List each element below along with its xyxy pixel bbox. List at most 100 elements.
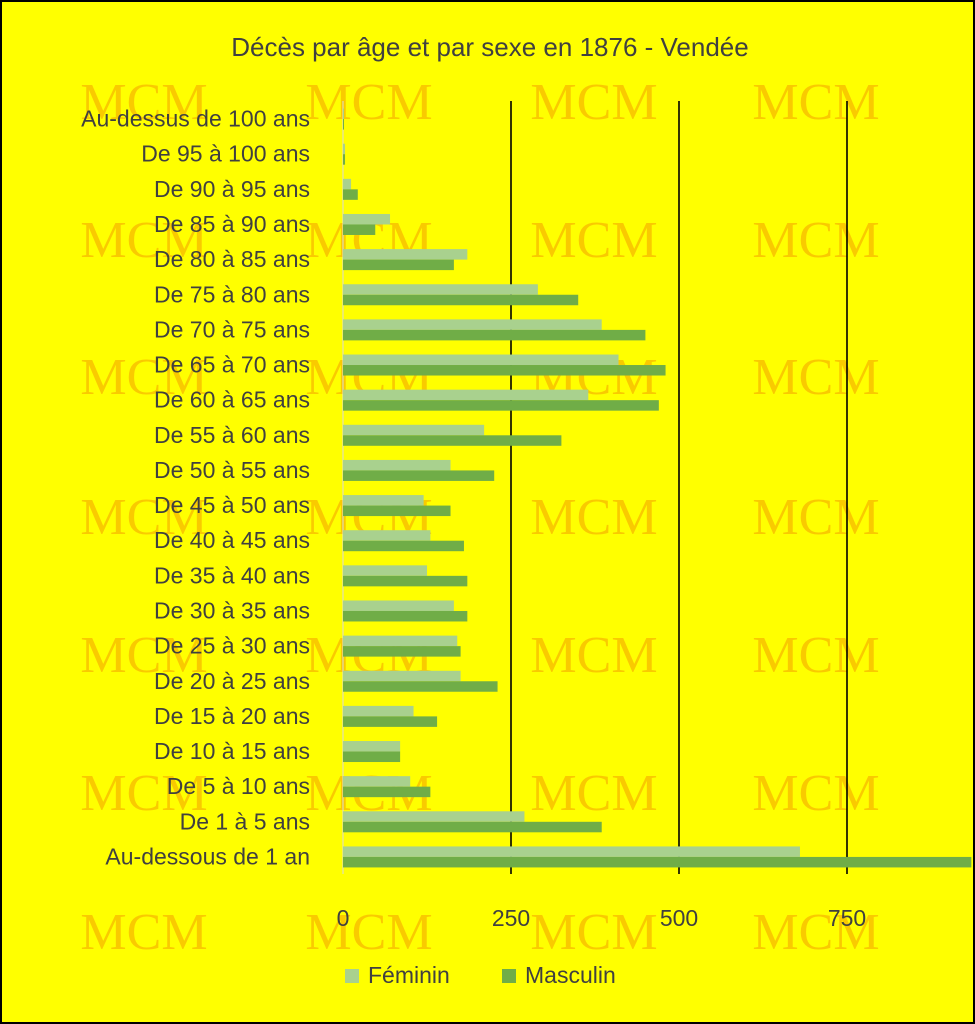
category-label: Au-dessus de 100 ans — [81, 106, 310, 132]
bar-feminin — [343, 213, 391, 225]
category-label: Au-dessous de 1 an — [105, 843, 310, 869]
x-tick-label: 750 — [828, 905, 866, 931]
bar-masculin — [343, 329, 646, 341]
bars — [343, 108, 972, 868]
watermark-text: MCM — [752, 904, 879, 961]
bar-masculin — [343, 505, 451, 517]
bar-masculin — [343, 821, 602, 833]
bar-masculin — [343, 610, 468, 622]
bar-masculin — [343, 856, 972, 868]
watermark-text: MCM — [80, 349, 207, 406]
x-tick-labels: 0250500750100012501500 — [337, 905, 867, 931]
bar-masculin — [343, 751, 401, 763]
watermark-text: MCM — [530, 74, 657, 131]
bar-feminin — [343, 108, 344, 120]
bar-feminin — [343, 424, 485, 436]
category-label: De 70 à 75 ans — [154, 316, 310, 342]
watermark-text: MCM — [530, 765, 657, 822]
bar-feminin — [343, 495, 424, 506]
legend-swatch — [502, 969, 516, 983]
watermark-text: MCM — [80, 765, 207, 822]
category-label: De 40 à 45 ans — [154, 527, 310, 553]
watermark-text: MCM — [530, 904, 657, 961]
bar-masculin — [343, 224, 376, 235]
bar-feminin — [343, 530, 431, 541]
category-label: De 50 à 55 ans — [154, 457, 310, 483]
gridlines — [342, 101, 848, 874]
watermark-text: MCM — [752, 74, 879, 131]
bar-feminin — [343, 635, 458, 647]
bar-feminin — [343, 670, 461, 682]
bar-feminin — [343, 705, 414, 717]
category-label: De 95 à 100 ans — [141, 141, 310, 167]
watermark-text: MCM — [530, 212, 657, 269]
category-label: De 5 à 10 ans — [167, 773, 310, 799]
watermark-text: MCM — [80, 489, 207, 546]
category-label: De 35 à 40 ans — [154, 562, 310, 588]
bar-feminin — [343, 389, 589, 401]
bar-masculin — [343, 259, 454, 271]
category-label: De 75 à 80 ans — [154, 281, 310, 307]
legend-label: Féminin — [368, 962, 450, 988]
category-label: De 85 à 90 ans — [154, 211, 310, 237]
category-label: De 1 à 5 ans — [180, 808, 310, 834]
bar-feminin — [343, 249, 468, 260]
watermark-text: MCM — [80, 904, 207, 961]
watermark-text: MCM — [752, 349, 879, 406]
category-labels: Au-dessus de 100 ans De 95 à 100 ans De 90… — [81, 106, 310, 870]
bar-masculin — [343, 400, 659, 411]
bar-masculin — [343, 716, 438, 727]
category-label: De 25 à 30 ans — [154, 633, 310, 659]
watermark-text: MCM — [530, 489, 657, 546]
x-tick-label: 0 — [337, 905, 350, 931]
bar-masculin — [343, 294, 579, 306]
category-label: De 10 à 15 ans — [154, 738, 310, 764]
legend-label: Masculin — [525, 962, 616, 988]
watermark-layer: MCM MCM MCM MCM MCM MCM MCM MCM MCM MCM MCM MCM MCM M… — [80, 74, 879, 961]
category-label: De 90 à 95 ans — [154, 176, 310, 202]
bar-feminin — [343, 776, 411, 787]
category-label: De 60 à 65 ans — [154, 387, 310, 413]
watermark-text: MCM — [305, 904, 432, 961]
category-label: De 45 à 50 ans — [154, 492, 310, 518]
watermark-text: MCM — [80, 74, 207, 131]
bar-masculin — [343, 119, 344, 130]
bar-feminin — [343, 459, 451, 471]
bar-masculin — [343, 681, 498, 692]
watermark-text: MCM — [752, 627, 879, 684]
legend-swatch — [345, 969, 359, 983]
bar-feminin — [343, 741, 401, 752]
watermark-text: MCM — [752, 212, 879, 269]
x-tick-label: 500 — [660, 905, 698, 931]
bar-masculin — [343, 646, 461, 657]
watermark-text: MCM — [752, 765, 879, 822]
bar-masculin — [343, 435, 562, 446]
bar-feminin — [343, 846, 800, 857]
bar-feminin — [343, 600, 454, 611]
category-label: De 20 à 25 ans — [154, 668, 310, 694]
bar-masculin — [343, 189, 358, 200]
x-tick-label: 250 — [492, 905, 530, 931]
chart-title: Décès par âge et par sexe en 1876 - Vend… — [231, 32, 748, 62]
watermark-text: MCM — [80, 627, 207, 684]
bar-feminin — [343, 143, 346, 155]
bar-masculin — [343, 470, 495, 481]
bar-feminin — [343, 811, 525, 822]
bar-masculin — [343, 575, 468, 587]
watermark-text: MCM — [530, 627, 657, 684]
category-label: De 55 à 60 ans — [154, 422, 310, 448]
legend: Féminin Masculin — [345, 962, 616, 988]
category-label: De 80 à 85 ans — [154, 246, 310, 272]
bar-feminin — [343, 284, 538, 295]
bar-feminin — [343, 565, 427, 576]
category-label: De 30 à 35 ans — [154, 597, 310, 623]
bar-feminin — [343, 178, 352, 190]
category-label: De 65 à 70 ans — [154, 352, 310, 378]
bar-feminin — [343, 354, 619, 366]
bar-feminin — [343, 319, 602, 330]
watermark-text: MCM — [80, 212, 207, 269]
watermark-text: MCM — [752, 489, 879, 546]
bar-masculin — [343, 540, 464, 552]
